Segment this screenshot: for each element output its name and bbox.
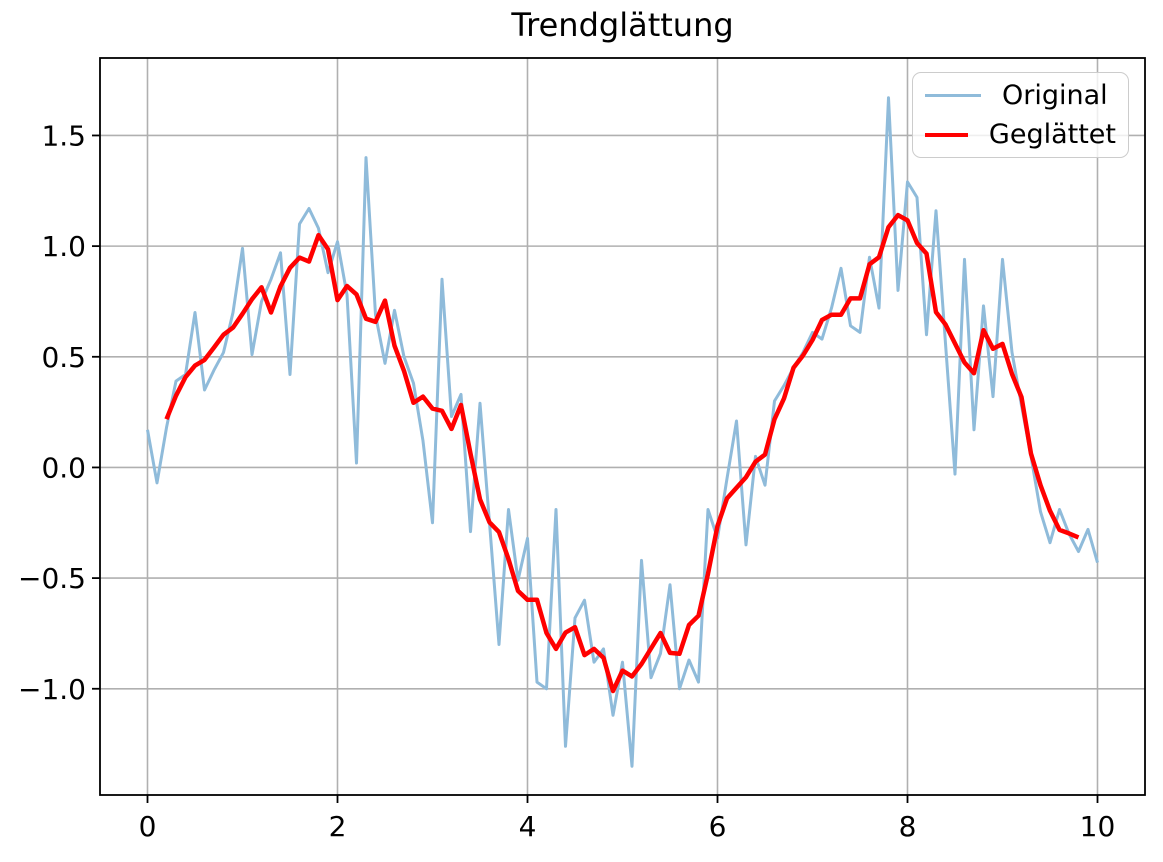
- legend: Original Geglättet: [912, 72, 1129, 158]
- legend-item-geglaettet: Geglättet: [925, 115, 1116, 154]
- y-tick-label: 0.5: [41, 341, 86, 374]
- y-tick-label: 1.0: [41, 230, 86, 263]
- legend-swatch-geglaettet-icon: [925, 132, 968, 137]
- x-tick-label: 4: [519, 810, 537, 843]
- x-tick-label: 6: [709, 810, 727, 843]
- legend-label-geglaettet: Geglättet: [988, 119, 1116, 150]
- x-tick-label: 8: [899, 810, 917, 843]
- legend-item-original: Original: [925, 76, 1116, 115]
- y-tick-label: −1.0: [18, 673, 86, 706]
- x-tick-label: 10: [1080, 810, 1116, 843]
- legend-swatch-original-icon: [925, 94, 981, 97]
- y-tick-label: 0.0: [41, 451, 86, 484]
- plot-border: [99, 57, 1146, 796]
- series-line-original: [146, 96, 1099, 768]
- series-line-geglaettet: [164, 212, 1080, 694]
- y-tick-label: −0.5: [18, 562, 86, 595]
- x-tick-label: 0: [139, 810, 157, 843]
- x-tick-label: 2: [329, 810, 347, 843]
- chart-title: Trendglättung: [511, 6, 734, 44]
- legend-label-original: Original: [1002, 80, 1108, 111]
- y-tick-label: 1.5: [41, 119, 86, 152]
